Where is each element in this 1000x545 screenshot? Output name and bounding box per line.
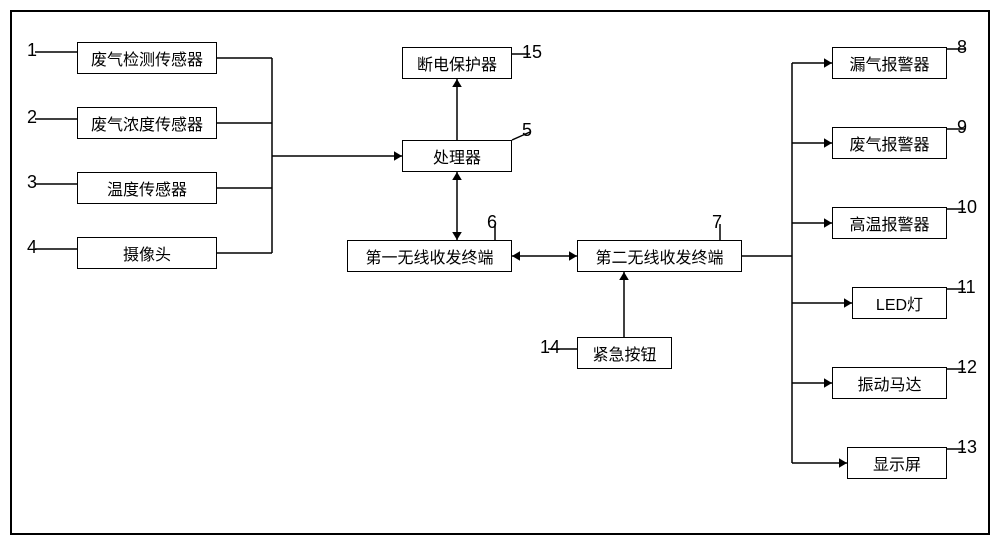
node-n7: 第二无线收发终端: [577, 240, 742, 272]
node-n5: 处理器: [402, 140, 512, 172]
node-number-n4: 4: [27, 237, 37, 258]
node-number-n1: 1: [27, 40, 37, 61]
node-number-n11: 11: [957, 277, 976, 298]
node-number-n5: 5: [522, 120, 532, 141]
diagram-canvas: 废气检测传感器 1 废气浓度传感器 2 温度传感器 3 摄像头 4 断电保护器 15 处理器 5 第一无…: [10, 10, 990, 535]
node-n12: 振动马达: [832, 367, 947, 399]
node-n14: 紧急按钮: [577, 337, 672, 369]
node-number-n8: 8: [957, 37, 967, 58]
node-number-n12: 12: [957, 357, 977, 378]
node-n3: 温度传感器: [77, 172, 217, 204]
node-n11: LED灯: [852, 287, 947, 319]
node-n15: 断电保护器: [402, 47, 512, 79]
node-n6: 第一无线收发终端: [347, 240, 512, 272]
node-n9: 废气报警器: [832, 127, 947, 159]
node-number-n10: 10: [957, 197, 977, 218]
node-number-n9: 9: [957, 117, 967, 138]
node-number-n2: 2: [27, 107, 37, 128]
node-number-n13: 13: [957, 437, 977, 458]
node-n13: 显示屏: [847, 447, 947, 479]
node-n8: 漏气报警器: [832, 47, 947, 79]
node-number-n7: 7: [712, 212, 722, 233]
node-number-n15: 15: [522, 42, 542, 63]
node-n2: 废气浓度传感器: [77, 107, 217, 139]
node-number-n6: 6: [487, 212, 497, 233]
node-n1: 废气检测传感器: [77, 42, 217, 74]
node-n10: 高温报警器: [832, 207, 947, 239]
node-number-n3: 3: [27, 172, 37, 193]
node-number-n14: 14: [540, 337, 560, 358]
node-n4: 摄像头: [77, 237, 217, 269]
connector-layer: [12, 12, 988, 533]
